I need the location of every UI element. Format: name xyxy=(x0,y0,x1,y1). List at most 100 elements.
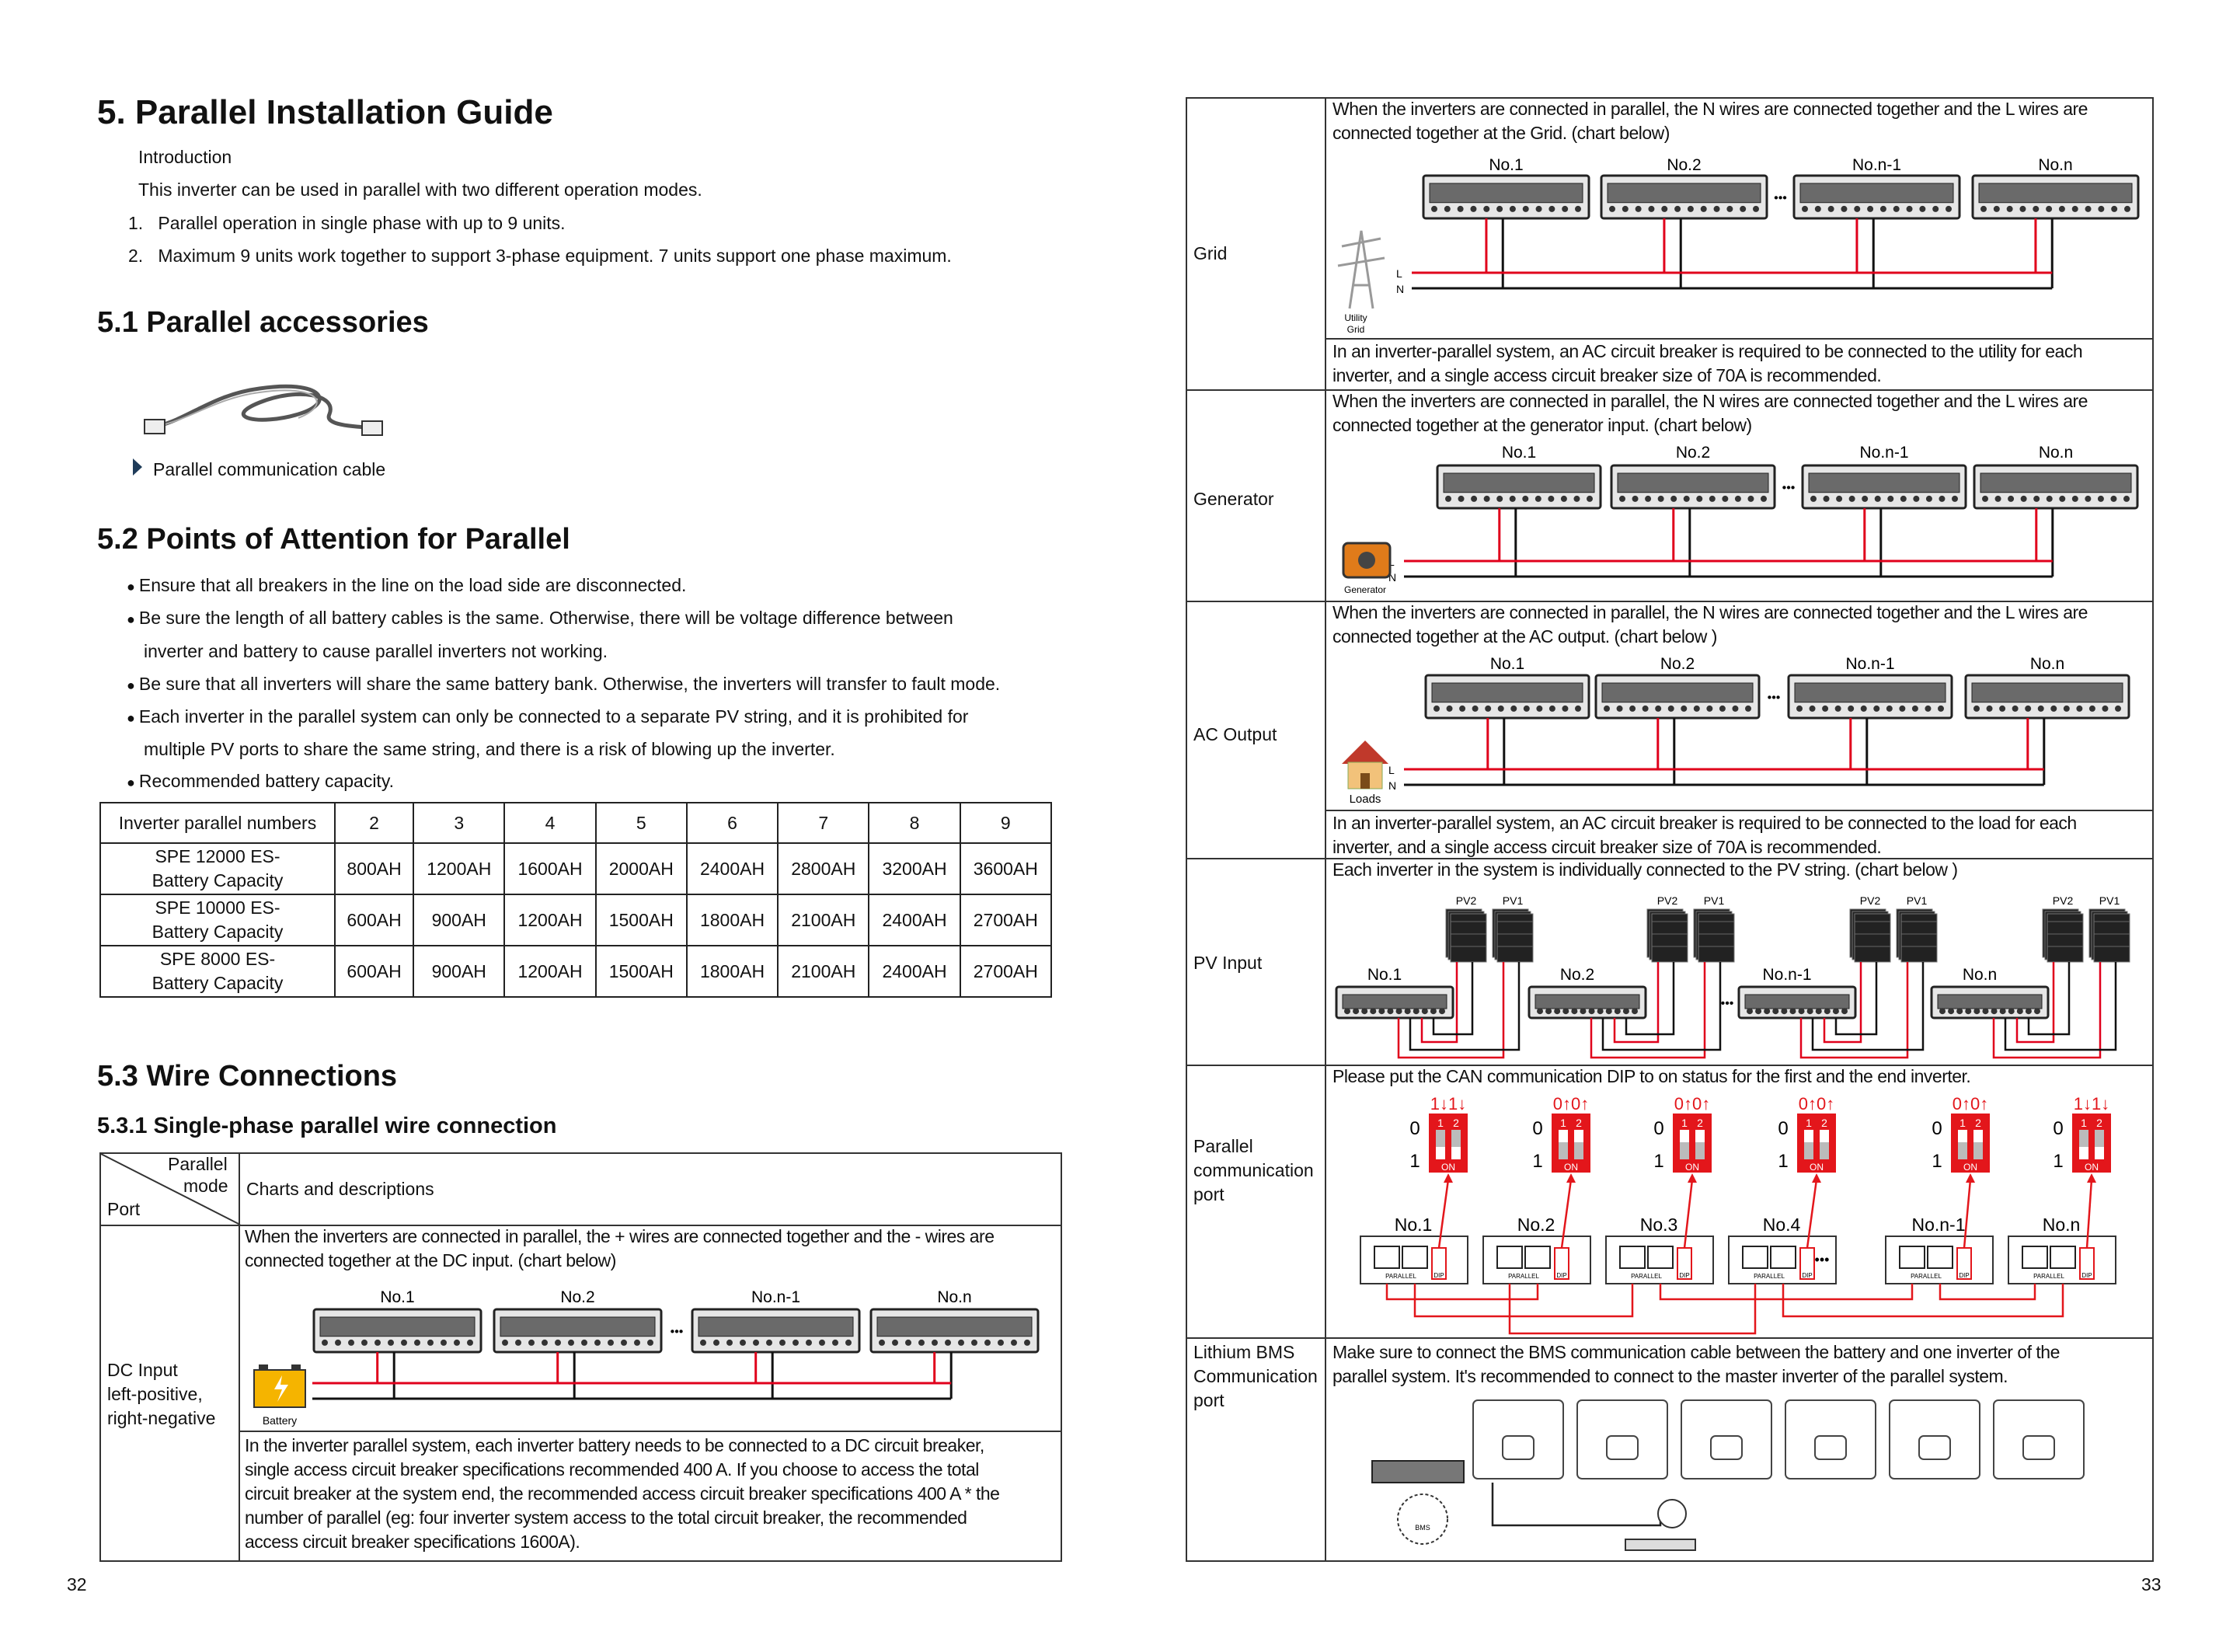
battery-module-icon xyxy=(1371,1460,1465,1483)
bullet-dot-icon: ● xyxy=(127,678,139,693)
column-header: Inverter parallel numbers xyxy=(99,802,336,844)
note-line: single access circuit breaker specificat… xyxy=(245,1459,979,1479)
dip-on-label: ON xyxy=(1963,1162,1977,1173)
rj45-port-icon xyxy=(1374,1246,1400,1269)
inverter-label: No.n xyxy=(1963,966,1997,984)
parallel-cable-wire xyxy=(1508,1284,1757,1335)
unit-label: No.2 xyxy=(1517,1215,1555,1235)
label-line: right-negative xyxy=(107,1408,216,1428)
pv-panel-icon xyxy=(1849,908,1891,963)
capacity-cell: 2100AH xyxy=(777,894,870,946)
parallel-port-caption: PARALLEL xyxy=(1911,1273,1942,1280)
model-name: SPE 12000 ES- xyxy=(155,846,280,866)
pv-negative-wire xyxy=(1432,962,1474,1036)
model-name: SPE 10000 ES- xyxy=(155,897,280,918)
unit-label: No.n-1 xyxy=(1911,1215,1965,1235)
inverter-label: No.2 xyxy=(1667,156,1701,174)
inverter-icon xyxy=(691,1308,861,1354)
dip-switch-number: 1 xyxy=(1960,1117,1966,1129)
table-header-row: Inverter parallel numbers 2 3 4 5 6 7 8 9 xyxy=(99,802,1053,844)
row-label: Lithium BMS xyxy=(1193,1342,1295,1362)
wire-letter-n: N xyxy=(1388,779,1396,792)
capacity-cell: 2100AH xyxy=(777,945,870,998)
note-line: access circuit breaker specifications 16… xyxy=(245,1532,580,1552)
dip-pos-0: 0 xyxy=(1532,1118,1542,1139)
mode-item-2: 2. Maximum 9 units work together to supp… xyxy=(128,244,952,268)
inverter-label: No.1 xyxy=(1367,966,1402,984)
inverter-icon xyxy=(1973,464,2139,510)
bms-caption: BMS xyxy=(1415,1524,1430,1532)
dip-state-label: 0↑0↑ xyxy=(1953,1094,1988,1114)
battery-capacity-table: Inverter parallel numbers 2 3 4 5 6 7 8 9 SPE 12… xyxy=(99,802,1053,998)
dip-state-label: 1↓1↓ xyxy=(1430,1094,1466,1114)
header-charts: Charts and descriptions xyxy=(246,1179,434,1199)
dc-input-diagram: No.1 No.2 No.n-1 No.n ••• Battery xyxy=(253,1288,1040,1427)
dip-switch-icon xyxy=(1797,1114,1836,1173)
description-line: When the inverters are connected in para… xyxy=(1332,99,2088,119)
rj45-port-icon xyxy=(1742,1246,1768,1269)
arrow-head-icon xyxy=(1812,1173,1821,1183)
pv-negative-wire xyxy=(1811,962,1925,1051)
accessory-label: Parallel communication cable xyxy=(153,459,386,479)
mode-item-1: 1. Parallel operation in single phase wi… xyxy=(128,211,566,235)
dip-switch-number: 2 xyxy=(1821,1117,1827,1129)
bullet-text: Each inverter in the parallel system can… xyxy=(138,706,969,727)
capacity-cell: 3600AH xyxy=(959,842,1053,895)
inverter-label: No.n-1 xyxy=(1859,444,1908,462)
dip-switch-number: 1 xyxy=(1560,1117,1566,1129)
dip-on-label: ON xyxy=(2085,1162,2099,1173)
mode-num: 1. xyxy=(128,213,144,233)
inverter-icon xyxy=(1737,985,1857,1019)
mode-text: Maximum 9 units work together to support… xyxy=(158,246,952,266)
bullet-text: inverter and battery to cause parallel i… xyxy=(144,641,608,661)
capacity-cell: 1500AH xyxy=(594,894,688,946)
pv-negative-wire xyxy=(1409,962,1521,1051)
table-row: SPE 8000 ES- Battery Capacity 600AH 900AH 12… xyxy=(99,945,1053,998)
dip-switch-number: 2 xyxy=(1975,1117,1981,1129)
corner-label-mode: Parallel xyxy=(168,1154,228,1174)
table-row: SPE 12000 ES- Battery Capacity 800AH 1200AH… xyxy=(99,842,1053,895)
column-header: 7 xyxy=(777,802,870,844)
inverter-icon xyxy=(493,1308,663,1354)
triangle-bullet-icon xyxy=(133,458,142,476)
model-cell: SPE 12000 ES- Battery Capacity xyxy=(99,842,336,895)
generator-row: Generator When the inverters are connect… xyxy=(1187,391,2152,602)
capacity-cell: 2700AH xyxy=(959,945,1053,998)
label-line: DC Input xyxy=(107,1360,178,1380)
arrow-head-icon xyxy=(2087,1173,2096,1183)
dip-diagram-cell: Please put the CAN communication DIP to … xyxy=(1326,1066,2152,1339)
row-label: Grid xyxy=(1193,243,1228,263)
capacity-cell: 600AH xyxy=(333,945,415,998)
column-header: 8 xyxy=(868,802,961,844)
dip-state-label: 0↑0↑ xyxy=(1674,1094,1710,1114)
inverter-label: No.2 xyxy=(1660,655,1695,673)
capacity-cell: 1800AH xyxy=(685,945,779,998)
pv-label: PV2 xyxy=(2053,894,2074,907)
wire-letter-n: N xyxy=(1388,571,1396,584)
arrow-head-icon xyxy=(1966,1173,1975,1183)
dip-switch-number: 1 xyxy=(1681,1117,1688,1129)
pv-positive-wire xyxy=(1590,962,1706,1059)
column-divider xyxy=(239,1154,240,1560)
inverter-label: No.n xyxy=(2030,655,2064,673)
bullet-item: inverter and battery to cause parallel i… xyxy=(144,640,608,664)
dip-switch-number: 1 xyxy=(2081,1117,2087,1129)
dip-caption: DIP xyxy=(1433,1272,1444,1279)
inverter-icon xyxy=(869,1308,1040,1354)
inverter-icon xyxy=(1792,174,1961,220)
ellipsis: ••• xyxy=(1774,192,1787,205)
dip-on-label: ON xyxy=(1685,1162,1699,1173)
bullet-dot-icon: ● xyxy=(127,612,139,627)
ac-output-diagram: No.1 No.2 No.n-1 No.n ••• LN Loads xyxy=(1342,655,2130,806)
dip-pos-1: 1 xyxy=(1532,1151,1542,1172)
wire-letter-n: N xyxy=(1396,283,1404,295)
bms-diagram: BMS xyxy=(1371,1399,2085,1551)
inverter-icon xyxy=(312,1308,482,1354)
capacity-cell: 2400AH xyxy=(868,894,961,946)
comm-port-panel xyxy=(1482,1236,1591,1284)
inverter-icon xyxy=(1801,464,1967,510)
pv-label: PV2 xyxy=(1456,894,1477,907)
capacity-cell: 1200AH xyxy=(503,945,597,998)
dip-arrow xyxy=(1683,1179,1694,1249)
